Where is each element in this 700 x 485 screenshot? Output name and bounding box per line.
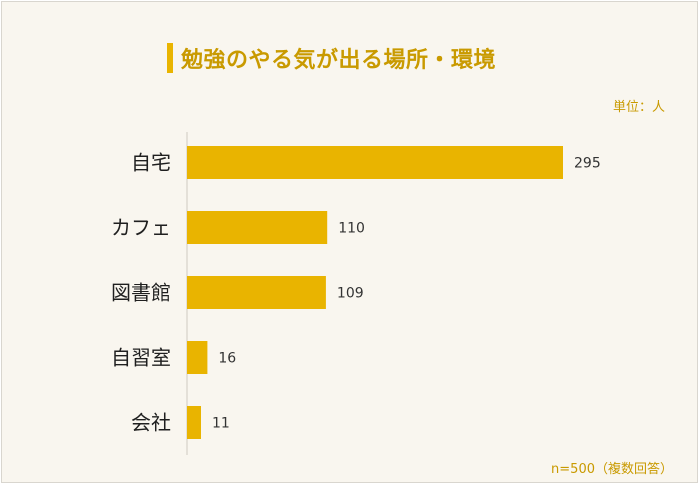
- value-label-4: 11: [212, 416, 230, 432]
- chart-title: 勉強のやる気が出る場所・環境: [181, 48, 497, 73]
- chart-title-group: 勉強のやる気が出る場所・環境: [167, 43, 496, 73]
- value-label-3: 16: [218, 351, 236, 367]
- bar-4: [187, 406, 201, 439]
- category-label-1: カフェ: [111, 216, 171, 240]
- bar-3: [187, 341, 208, 374]
- category-label-2: 図書館: [111, 281, 171, 305]
- value-label-2: 109: [337, 286, 364, 302]
- bar-2: [187, 276, 326, 309]
- title-accent-bar: [167, 43, 173, 73]
- value-label-1: 110: [338, 221, 365, 237]
- category-label-0: 自宅: [131, 151, 171, 175]
- category-label-3: 自習室: [111, 346, 171, 370]
- unit-label: 単位：人: [612, 100, 665, 115]
- bar-0: [187, 146, 563, 179]
- category-label-4: 会社: [131, 411, 171, 435]
- sample-note: n=500（複数回答）: [551, 462, 673, 477]
- value-label-0: 295: [574, 156, 601, 172]
- bar-1: [187, 211, 328, 244]
